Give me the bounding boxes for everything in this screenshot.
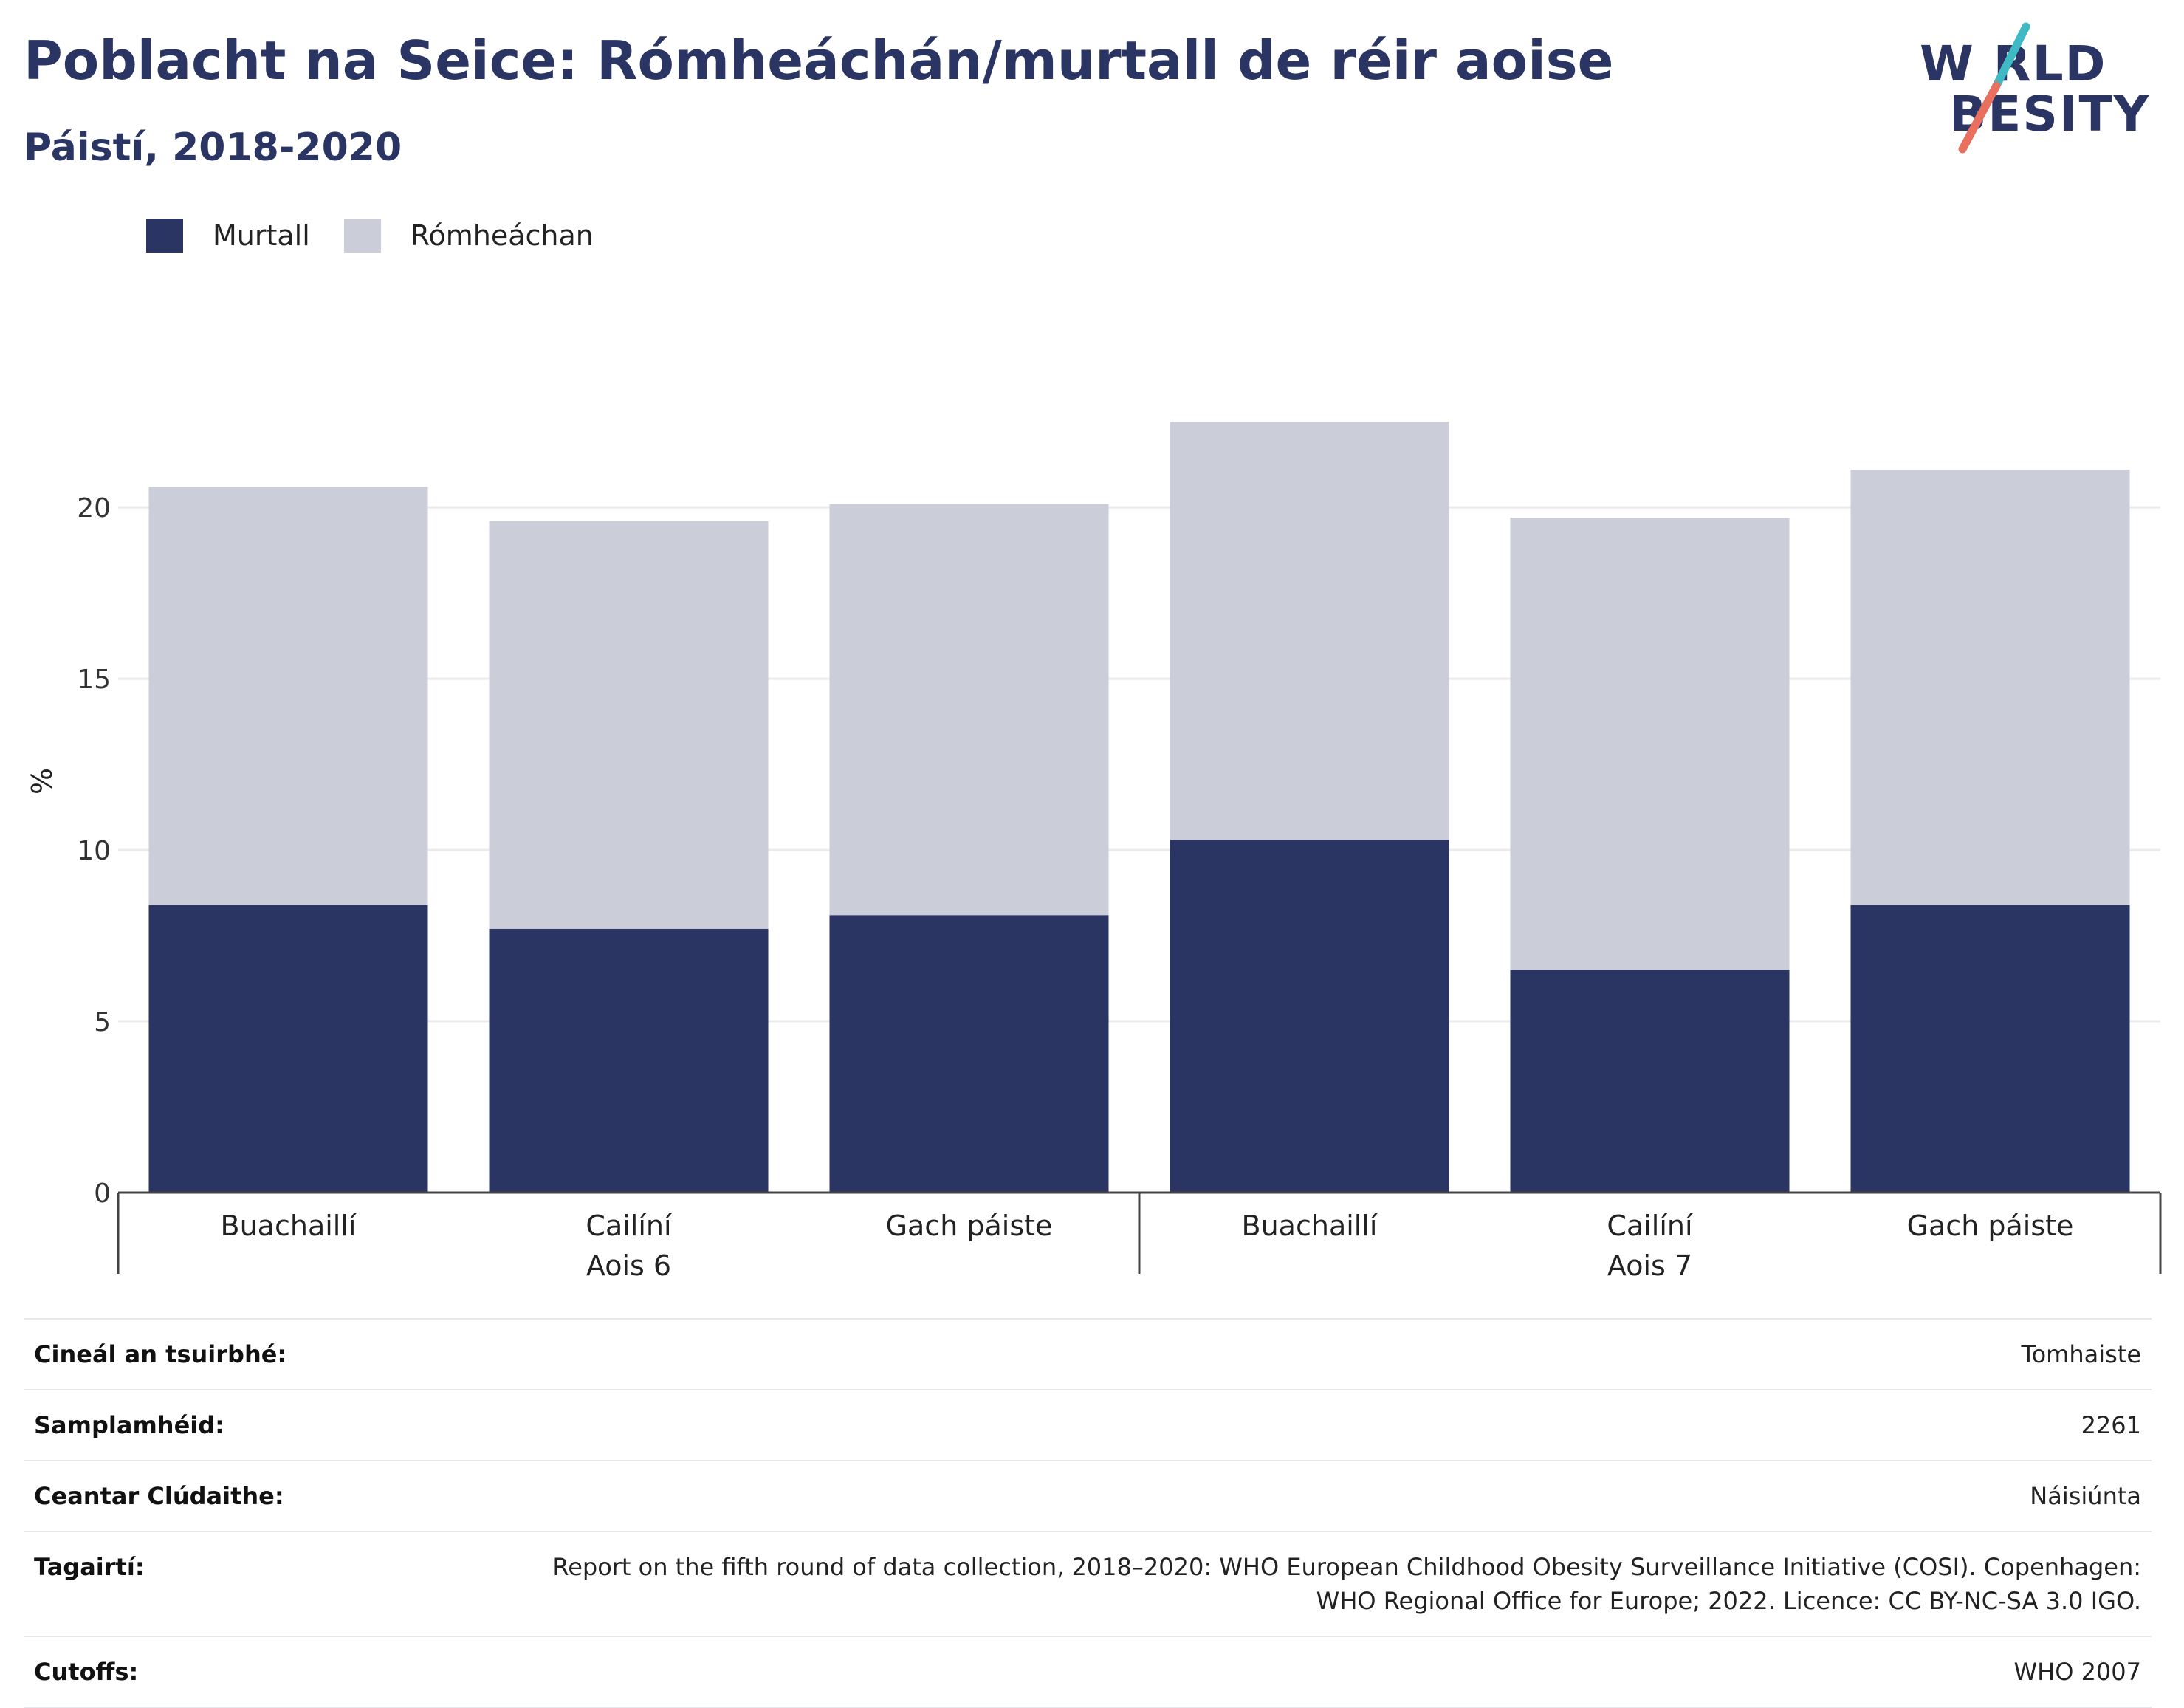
x-category-label: Gach páiste bbox=[1907, 1210, 2074, 1242]
bar-segment-murtall bbox=[148, 905, 428, 1193]
y-tick-label: 0 bbox=[94, 1179, 111, 1209]
world-obesity-logo: W RLD BESITY bbox=[1920, 22, 2171, 155]
info-row-sample-size: Samplamhéid: 2261 bbox=[24, 1389, 2152, 1461]
legend-label-murtall: Murtall bbox=[213, 219, 310, 252]
legend-swatch-romheachan bbox=[343, 219, 381, 253]
x-group-label: Aois 7 bbox=[1607, 1249, 1692, 1282]
bar-segment-murtall bbox=[1510, 970, 1790, 1193]
x-category-label: Cailíní bbox=[586, 1210, 673, 1242]
survey-info-table: Cineál an tsuirbhé: Tomhaiste Samplamhéi… bbox=[24, 1318, 2152, 1708]
bar-segment-murtall bbox=[489, 928, 769, 1193]
bar-segment-murtall bbox=[1850, 905, 2130, 1193]
info-label: Cutoffs: bbox=[24, 1636, 487, 1708]
x-category-label: Cailíní bbox=[1607, 1210, 1694, 1242]
info-label: Ceantar Clúdaithe: bbox=[24, 1460, 487, 1532]
bar-segment-murtall bbox=[1170, 840, 1449, 1193]
legend-item-murtall: Murtall bbox=[146, 219, 310, 253]
legend-label-romheachan: Rómheáchan bbox=[410, 219, 594, 252]
info-value: Náisiúnta bbox=[487, 1460, 2152, 1532]
legend-swatch-murtall bbox=[146, 219, 183, 253]
x-category-label: Buachaillí bbox=[1242, 1210, 1378, 1242]
bar-segment-romheachan bbox=[1850, 470, 2130, 905]
bar-segment-romheachan bbox=[1510, 518, 1790, 970]
info-label: Cineál an tsuirbhé: bbox=[24, 1318, 487, 1390]
info-row-coverage: Ceantar Clúdaithe: Náisiúnta bbox=[24, 1460, 2152, 1532]
chart-title: Poblacht na Seice: Rómheáchán/murtall de… bbox=[24, 30, 1614, 92]
info-row-references: Tagairtí: Report on the fifth round of d… bbox=[24, 1531, 2152, 1636]
info-row-cutoffs: Cutoffs: WHO 2007 bbox=[24, 1636, 2152, 1708]
info-row-survey-type: Cineál an tsuirbhé: Tomhaiste bbox=[24, 1318, 2152, 1390]
bar-segment-romheachan bbox=[1170, 422, 1449, 840]
bar-segment-romheachan bbox=[489, 521, 769, 929]
y-tick-label: 20 bbox=[77, 493, 111, 524]
y-tick-label: 15 bbox=[77, 665, 111, 695]
y-axis-label: % bbox=[26, 768, 58, 795]
info-value: Report on the fifth round of data collec… bbox=[487, 1531, 2152, 1636]
x-category-label: Gach páiste bbox=[886, 1210, 1053, 1242]
chart-legend: Murtall Rómheáchan bbox=[146, 219, 628, 253]
info-value: WHO 2007 bbox=[487, 1636, 2152, 1708]
bar-segment-romheachan bbox=[829, 504, 1109, 916]
info-value: Tomhaiste bbox=[487, 1318, 2152, 1390]
info-value: 2261 bbox=[487, 1389, 2152, 1461]
x-category-label: Buachaillí bbox=[221, 1210, 357, 1242]
info-label: Tagairtí: bbox=[24, 1531, 487, 1636]
x-group-label: Aois 6 bbox=[586, 1249, 671, 1282]
bar-chart: 0 5 10 15 20% Buachaillí Cailíní Gach páiste Bua… bbox=[26, 422, 2162, 1282]
bar-segment-romheachan bbox=[148, 487, 428, 905]
logo-slash-icon bbox=[1958, 22, 2030, 154]
legend-item-romheachan: Rómheáchan bbox=[343, 219, 594, 253]
y-tick-label: 10 bbox=[77, 836, 111, 866]
chart-subtitle: Páistí, 2018-2020 bbox=[24, 126, 402, 170]
bar-segment-murtall bbox=[829, 915, 1109, 1193]
info-label: Samplamhéid: bbox=[24, 1389, 487, 1461]
y-tick-label: 5 bbox=[94, 1007, 111, 1038]
